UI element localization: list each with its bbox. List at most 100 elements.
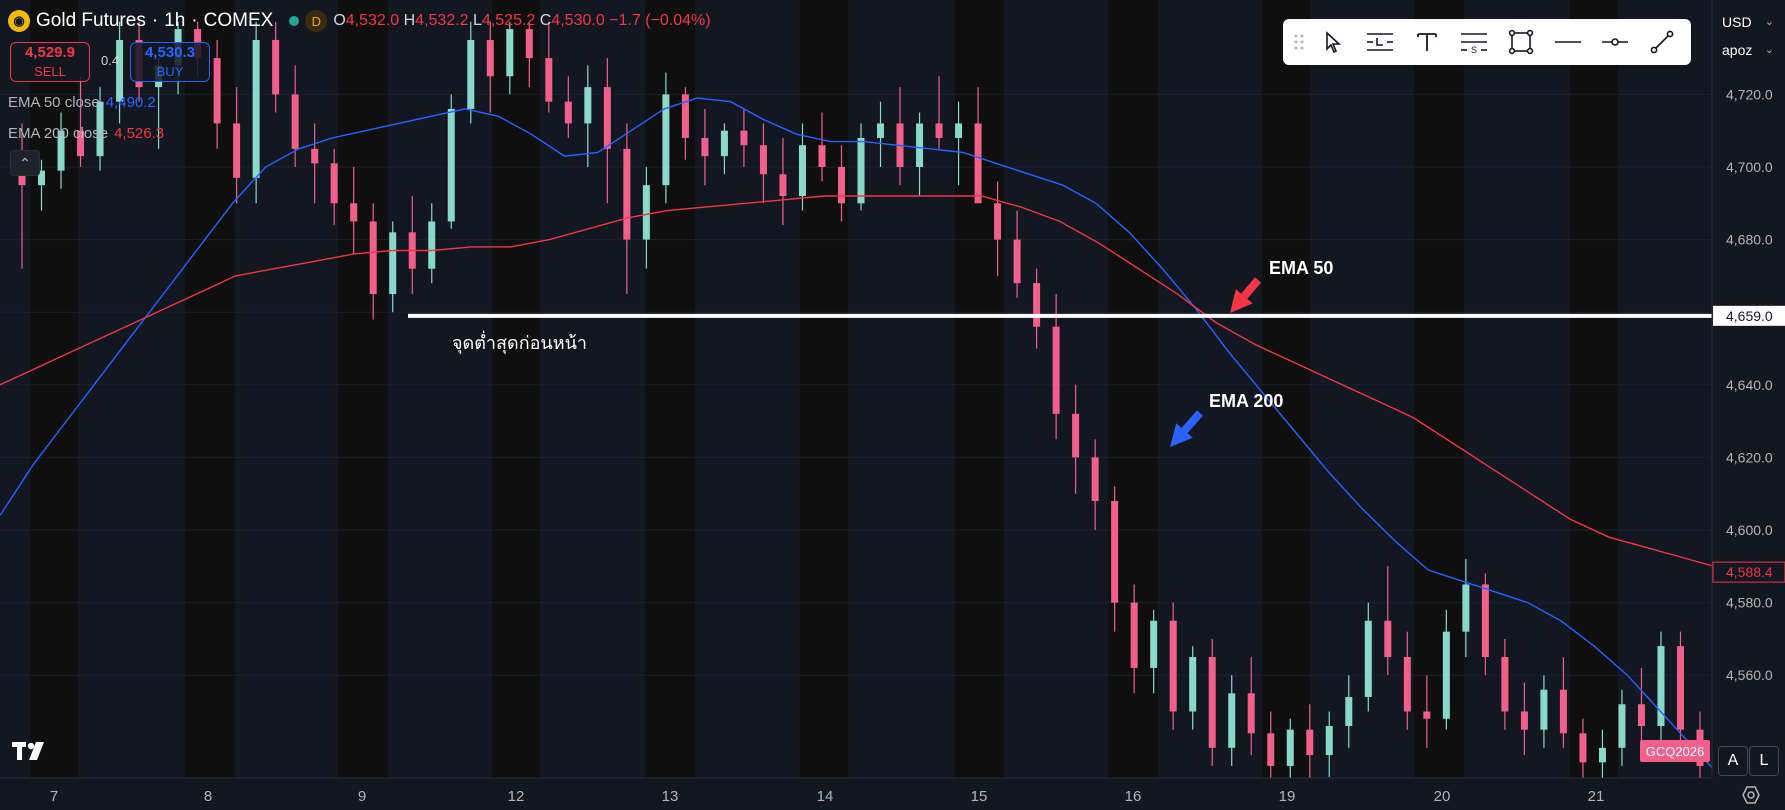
candle-body	[447, 108, 455, 222]
candle-body	[506, 29, 514, 77]
tradingview-logo-icon[interactable]	[12, 740, 50, 767]
price-tick-label: 4,580.0	[1726, 595, 1773, 611]
candle-body	[350, 203, 358, 222]
candle	[1033, 268, 1041, 349]
candle-body	[1384, 620, 1392, 658]
candle	[837, 145, 845, 222]
symbol-badge-bg	[1640, 740, 1710, 762]
candle-body	[467, 39, 475, 109]
candle-body	[584, 87, 592, 124]
ema200-legend[interactable]: EMA 200 close 4,526.3	[8, 125, 164, 142]
candle-body	[1150, 620, 1158, 668]
session-band	[800, 0, 848, 778]
candle-body	[564, 101, 572, 124]
price-label-icon[interactable]	[1356, 22, 1403, 62]
candle-body	[291, 94, 299, 149]
price-note-icon[interactable]: S	[1450, 22, 1497, 62]
candle	[877, 101, 885, 167]
grid-lines	[0, 93, 1712, 676]
candle	[740, 108, 748, 167]
candle	[1169, 602, 1177, 730]
candle-body	[935, 123, 943, 138]
candle	[623, 123, 631, 295]
candle-body	[1189, 657, 1197, 712]
time-tick-label: 12	[508, 788, 525, 805]
chart-settings-icon[interactable]	[1740, 784, 1762, 806]
candle	[701, 108, 709, 186]
log-scale-button[interactable]: L	[1749, 746, 1779, 776]
candle	[916, 112, 924, 197]
trend-line-icon[interactable]	[1638, 22, 1685, 62]
candle	[1345, 675, 1353, 748]
interval-label[interactable]: 1h	[164, 10, 186, 31]
time-tick-label: 21	[1588, 788, 1605, 805]
market-status-icon	[289, 16, 300, 26]
horizontal-ray-icon[interactable]	[1591, 22, 1638, 62]
candle	[1657, 631, 1665, 741]
candle-body	[1169, 620, 1177, 712]
candle-body	[837, 167, 845, 204]
candle	[603, 58, 611, 204]
candle-body	[681, 94, 689, 138]
buy-button[interactable]: 4,530.3 BUY	[130, 42, 210, 82]
header-separator: ·	[151, 10, 159, 31]
candle	[428, 203, 436, 284]
chevron-up-icon: ⌃	[19, 155, 31, 171]
time-tick-label: 7	[50, 788, 58, 805]
open-value: 4,532.0	[345, 12, 400, 29]
text-icon[interactable]	[1403, 22, 1450, 62]
candle	[974, 87, 982, 204]
auto-scale-button[interactable]: A	[1718, 746, 1748, 776]
drag-grip-icon[interactable]	[1289, 22, 1309, 62]
candle-body	[96, 101, 104, 157]
candle	[1618, 689, 1626, 766]
candle	[506, 21, 514, 95]
horizontal-line-icon[interactable]	[1544, 22, 1591, 62]
ema200-price-label-bg	[1712, 561, 1785, 583]
candle	[955, 101, 963, 186]
candle	[1150, 609, 1158, 694]
candle	[662, 72, 670, 204]
candle	[1208, 638, 1216, 766]
candle	[1559, 657, 1567, 748]
candle	[584, 65, 592, 167]
candle-body	[213, 58, 221, 124]
session-band	[492, 0, 540, 778]
candle-body	[720, 130, 728, 157]
ema50-legend[interactable]: EMA 50 close 4,490.2	[8, 94, 156, 111]
high-value: 4,532.2	[415, 12, 469, 29]
candle-body	[1481, 584, 1489, 658]
rectangle-icon[interactable]	[1497, 22, 1544, 62]
spread-value: 0.4	[101, 53, 120, 68]
candle-body	[623, 148, 631, 240]
delayed-badge[interactable]: D	[305, 10, 328, 32]
currency-select[interactable]: USD ⌄	[1716, 8, 1780, 36]
legend-collapse-button[interactable]: ⌃	[10, 150, 40, 176]
candle	[389, 221, 397, 313]
candle-body	[1345, 696, 1353, 727]
arrow-label: EMA 200	[1209, 391, 1283, 411]
time-tick-label: 14	[817, 788, 834, 805]
close-label: C	[539, 12, 552, 29]
exchange-label: COMEX	[203, 10, 274, 31]
candle	[1462, 559, 1470, 658]
sell-button[interactable]: 4,529.9 SELL	[10, 42, 90, 82]
session-band	[1414, 0, 1464, 778]
time-tick-label: 15	[971, 788, 988, 805]
candle	[1676, 631, 1684, 748]
candle-body	[1403, 657, 1411, 712]
candle-body	[1637, 704, 1645, 727]
ema200-legend-label: EMA 200 close	[8, 125, 109, 142]
cursor-icon[interactable]	[1309, 22, 1356, 62]
candle	[1325, 711, 1333, 777]
symbol-name[interactable]: Gold Futures	[36, 10, 146, 31]
candle	[1481, 573, 1489, 676]
candle	[1052, 294, 1060, 440]
candle	[1013, 210, 1021, 298]
candle	[1520, 682, 1528, 756]
unit-select[interactable]: apoz ⌄	[1716, 36, 1780, 64]
candle-body	[1462, 584, 1470, 632]
annotation-arrow: EMA 200	[1170, 391, 1283, 447]
